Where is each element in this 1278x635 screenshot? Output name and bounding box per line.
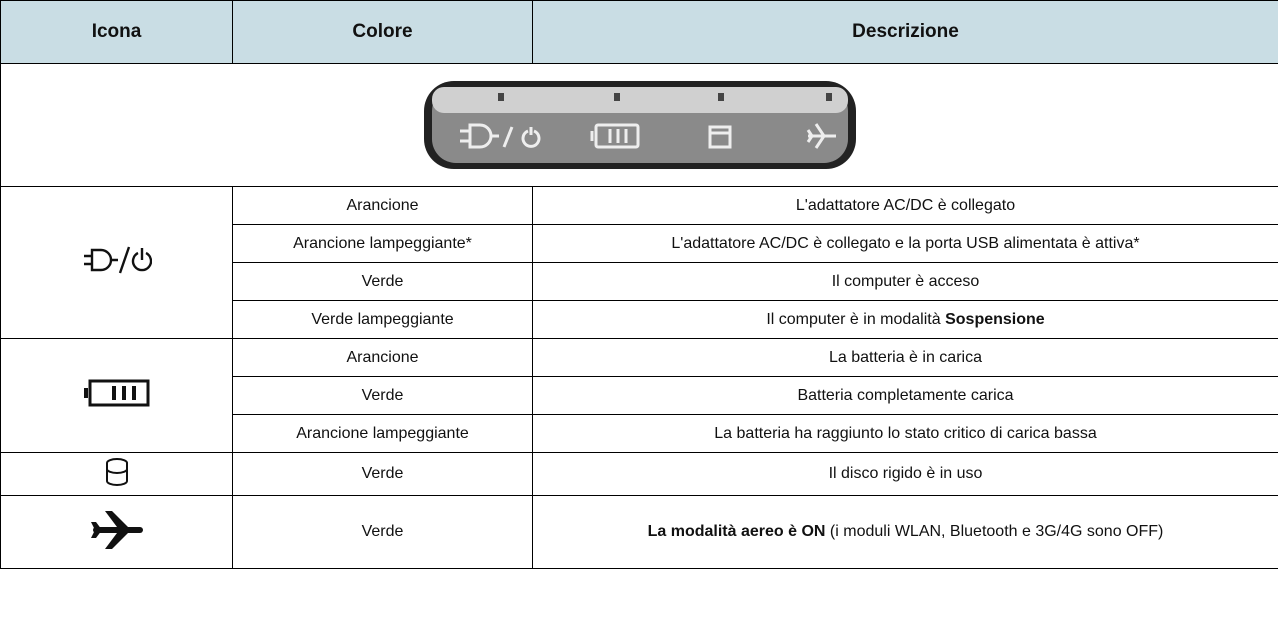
row: Arancione La batteria è in carica [0,338,1278,453]
description-cell: Il disco rigido è in uso [532,452,1278,496]
led-panel [423,81,856,169]
description-text: (i moduli WLAN, Bluetooth e 3G/4G sono O… [829,523,1164,540]
color-cell: Arancione lampeggiante [232,414,533,453]
description-text: Il computer è in modalità [766,310,941,328]
description-cell: L'adattatore AC/DC è collegato [532,186,1278,225]
description-cell: L'adattatore AC/DC è collegato e la port… [532,224,1278,263]
row: Verde Il disco rigido è in uso [0,452,1278,496]
row: Verde lampeggiante Il computer è in moda… [1,300,1278,339]
icon-cell [0,452,233,496]
row: Verde La modalità aereo è ON (i moduli W… [0,495,1278,569]
header-cell: Colore [232,0,533,64]
color-cell: Verde [232,262,533,301]
battery-icon [83,379,149,407]
color-cell: Arancione lampeggiante* [232,224,533,263]
icon-cell [0,186,233,339]
row: Verde Il computer è acceso [1,262,1278,301]
row: Arancione lampeggiante* L'adattatore AC/… [1,224,1278,263]
description-cell: La batteria ha raggiunto lo stato critic… [532,414,1278,453]
header-row: Icona Colore Descrizione [0,0,1278,64]
image-row [0,63,1278,187]
airplane-icon [90,510,143,549]
color-cell: Arancione [232,338,533,377]
color-cell: Verde [232,495,533,569]
color-cell: Verde [232,452,533,496]
power-icon [83,246,152,274]
icon-cell [0,495,233,569]
color-cell: Verde [232,376,533,415]
description-cell: Il computer è in modalità Sospensione [532,300,1278,339]
description-cell: La batteria è in carica [532,338,1278,377]
led-table: Icona Colore Descrizione Arancione L'ada… [0,0,1278,569]
row: Verde Batteria completamente carica [1,376,1278,415]
color-cell: Arancione [232,186,533,225]
description-cell: Il computer è acceso [532,262,1278,301]
description-cell: La modalità aereo è ON (i moduli WLAN, B… [532,495,1278,569]
disk-icon [105,457,128,486]
header-cell: Icona [0,0,233,64]
row: Arancione L'adattatore AC/DC è collegato [0,186,1278,339]
description-bold: La modalità aereo è ON [647,523,826,540]
description-bold: Sospensione [945,310,1045,328]
description-cell: Batteria completamente carica [532,376,1278,415]
color-cell: Verde lampeggiante [232,300,533,339]
header-cell: Descrizione [532,0,1278,64]
image-cell [0,63,1278,187]
icon-cell [0,338,233,453]
